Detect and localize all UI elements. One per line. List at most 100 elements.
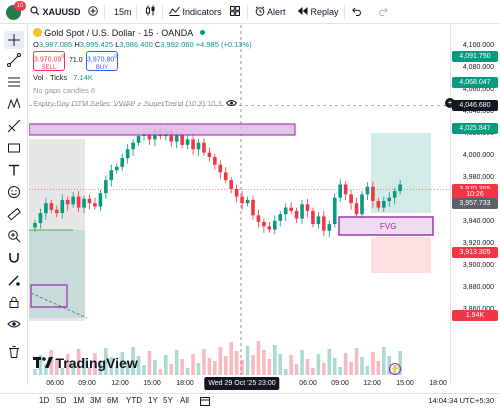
price-axis[interactable]: 4,100.000 4,080.000 4,060.000 4,040.000 4,02… — [445, 25, 500, 385]
time-axis[interactable]: 06:00 09:00 12:00 15:00 18:00 06:00 09:00 12:00… — [29, 375, 450, 393]
interval-button[interactable]: 15m — [114, 7, 132, 17]
candle-body — [180, 135, 184, 145]
volume-bar — [349, 362, 353, 375]
indicators-label: Indicators — [182, 7, 222, 17]
trend-line-tool[interactable] — [4, 51, 24, 69]
pattern-tool[interactable] — [4, 95, 24, 113]
candle-body — [44, 203, 48, 214]
fib-tool[interactable] — [4, 73, 24, 91]
time-tick: 18:00 — [176, 380, 194, 387]
volume-bar — [55, 359, 59, 375]
volume-bar — [98, 362, 103, 375]
candle-body — [125, 149, 130, 159]
undo-button[interactable] — [352, 0, 362, 24]
symbol-search[interactable]: XAUUSD — [30, 0, 81, 24]
candle-body — [262, 221, 266, 227]
price-tick: 3,860.000 — [463, 306, 494, 313]
range-1d[interactable]: 1D — [39, 396, 50, 405]
crosshair-tool[interactable] — [4, 31, 24, 49]
no-gaps-row[interactable]: No gaps candles 6 — [33, 86, 95, 95]
chart-type-button[interactable] — [145, 0, 156, 24]
candle-body — [202, 142, 206, 153]
trend-line-icon — [7, 53, 21, 67]
volume-bar — [196, 363, 201, 375]
sell-label: SELL — [41, 65, 57, 72]
candle-body — [218, 164, 223, 173]
range-5d[interactable]: 5D — [56, 396, 67, 405]
time-tick: 12:00 — [111, 380, 129, 387]
candle-body — [120, 158, 124, 167]
symbol-legend-row[interactable]: Gold Spot / U.S. Dollar · 15 · OANDA — [33, 28, 205, 38]
range-5y[interactable]: 5Y — [163, 396, 173, 405]
indicator-row[interactable]: Expiry-Day OTM Seller: VWAP + SuperTrend… — [33, 99, 237, 108]
range-1y[interactable]: 1Y — [148, 396, 158, 405]
candle-body — [131, 142, 135, 150]
candle-body — [229, 180, 233, 189]
zoom-in-tool[interactable] — [4, 227, 24, 245]
volume-bar — [343, 353, 348, 375]
volume-bar — [76, 349, 81, 375]
volume-bar — [294, 364, 299, 375]
sell-button[interactable]: 3,970.090 SELL — [33, 51, 65, 71]
stay-drawing-tool[interactable] — [4, 271, 24, 289]
demand-zone — [30, 284, 68, 308]
volume-bar — [376, 361, 381, 375]
price-chart[interactable] — [29, 25, 450, 393]
volume-value: 7.14K — [73, 73, 93, 82]
pattern-icon — [7, 97, 21, 110]
text-tool[interactable] — [4, 161, 24, 179]
candle-body — [71, 196, 75, 205]
remove-drawings-tool[interactable] — [4, 343, 24, 361]
eye-icon — [7, 320, 21, 328]
range-ytd[interactable]: YTD — [126, 396, 142, 405]
magnet-tool[interactable] — [4, 249, 24, 267]
crosshair-icon — [8, 34, 20, 46]
volume-bar — [398, 351, 402, 375]
volume-bar — [234, 351, 239, 375]
range-all[interactable]: All — [180, 396, 189, 405]
lightning-icon[interactable]: ⚡ — [389, 363, 401, 375]
volume-bar — [164, 355, 168, 375]
volume-bar — [93, 353, 97, 375]
clock[interactable]: 14:04:34 UTC+5:30 — [428, 396, 494, 405]
alert-button[interactable]: Alert — [255, 0, 286, 24]
candle-body — [49, 203, 54, 210]
price-label: 3,913.305 — [452, 246, 498, 258]
range-6m[interactable]: 6M — [107, 396, 119, 405]
indicators-button[interactable]: Indicators — [169, 0, 222, 24]
projection-line — [30, 292, 88, 319]
buy-button[interactable]: 3,970.800 BUY — [86, 51, 118, 71]
price-tick: 3,900.000 — [462, 262, 494, 269]
lock-drawings-tool[interactable] — [4, 293, 24, 311]
layout-templates-button[interactable] — [230, 0, 240, 24]
volume-bar — [33, 369, 37, 375]
volume-bar — [191, 354, 195, 375]
measure-tool[interactable] — [4, 139, 24, 157]
price-label: 10:26 — [452, 189, 498, 201]
candle-body — [76, 196, 81, 208]
candle-body — [267, 226, 272, 230]
candle-body — [207, 152, 212, 157]
volume-bar — [251, 355, 255, 375]
price-tick: 4,000.000 — [462, 152, 494, 159]
volume-legend-row[interactable]: Vol · Ticks 7.14K — [33, 73, 93, 82]
range-1m[interactable]: 1M — [73, 396, 85, 405]
replay-button[interactable]: Replay — [297, 0, 339, 24]
eye-icon[interactable] — [225, 99, 237, 107]
chart-pane[interactable]: TradingView FVG ⚡ — [29, 25, 450, 393]
volume-bar — [354, 348, 359, 375]
brush-tool[interactable] — [4, 205, 24, 223]
range-3m[interactable]: 3M — [90, 396, 102, 405]
replay-label: Replay — [310, 7, 339, 17]
date-range-icon[interactable] — [200, 396, 210, 408]
compare-plus-button[interactable] — [88, 0, 98, 24]
icons-tool[interactable] — [4, 183, 24, 201]
candle-body — [87, 198, 92, 204]
price-tick: 3,940.000 — [462, 218, 494, 225]
hide-drawings-tool[interactable] — [4, 315, 24, 333]
redo-button[interactable] — [378, 0, 388, 24]
fib-lines-icon — [8, 77, 20, 87]
add-alert-plus-icon[interactable]: + — [445, 98, 455, 108]
forecasting-tool[interactable] — [4, 117, 24, 135]
no-gaps-label: No gaps candles 6 — [33, 86, 96, 95]
